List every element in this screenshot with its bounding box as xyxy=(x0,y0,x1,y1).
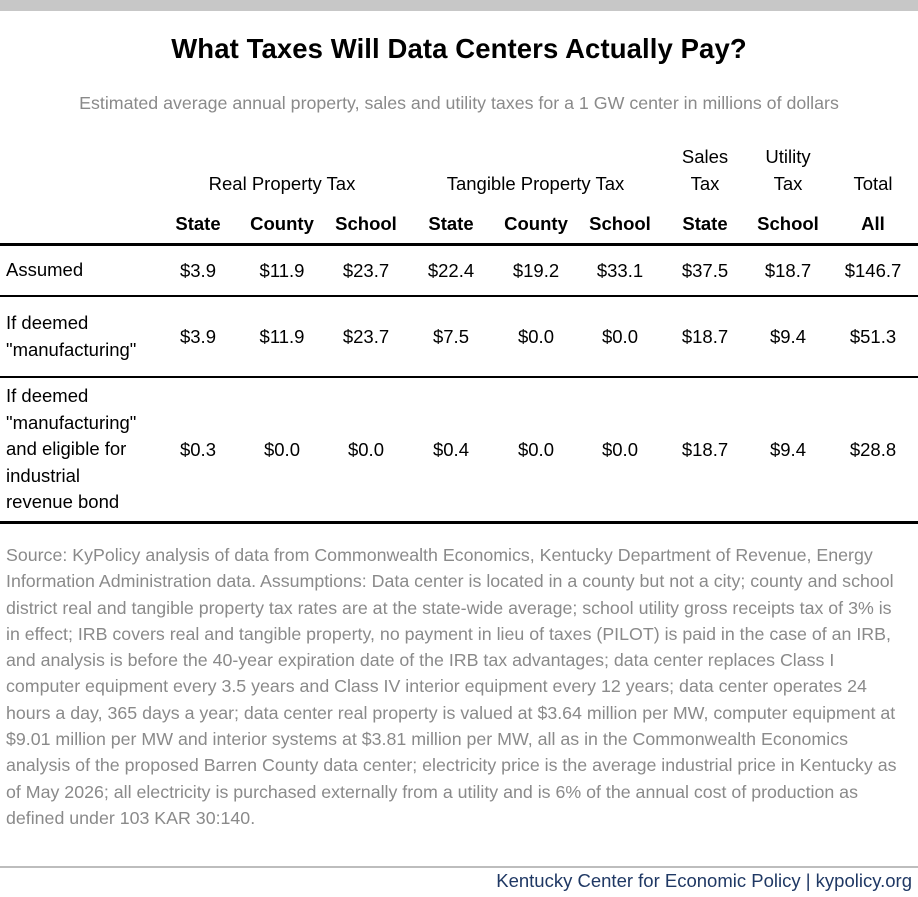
column-group-header-line: Tax xyxy=(690,173,720,194)
table-cell: $0.0 xyxy=(601,438,638,460)
column-header: School xyxy=(757,213,819,234)
column-group-header-line: Tangible Property Tax xyxy=(446,173,625,194)
row-label-line: and eligible for xyxy=(6,438,127,460)
column-group-header: Utility Tax xyxy=(736,143,840,197)
footer-rule xyxy=(0,866,918,868)
table-cell: $0.0 xyxy=(517,438,554,460)
row-label-line: If deemed xyxy=(6,312,89,333)
column-header: State xyxy=(175,213,221,234)
column-group-header: Total xyxy=(821,170,918,197)
column-group-header: Tangible Property Tax xyxy=(399,170,672,197)
table-cell: $3.9 xyxy=(179,325,216,347)
table-cell: $11.9 xyxy=(259,325,305,347)
top-bar xyxy=(0,0,918,11)
column-header: State xyxy=(682,213,728,234)
row-label-line: "manufacturing" xyxy=(6,411,137,433)
column-group-header: Sales Tax xyxy=(653,143,757,197)
table-cell: $18.7 xyxy=(681,325,729,347)
table-cell: $28.8 xyxy=(849,438,897,460)
column-header: School xyxy=(335,213,397,234)
chart-subtitle: Estimated average annual property, sales… xyxy=(79,93,839,113)
row-label-line: revenue bond xyxy=(6,491,120,513)
row-label: If deemed "manufacturing" and eligible for… xyxy=(6,383,136,516)
table-cell: $9.4 xyxy=(769,325,806,347)
table-rule xyxy=(0,521,918,524)
table-cell: $0.0 xyxy=(517,325,554,347)
row-label: Assumed xyxy=(6,257,83,284)
table-rule xyxy=(0,295,918,297)
table-cell: $3.9 xyxy=(179,259,216,281)
source-note: Source: KyPolicy analysis of data from C… xyxy=(6,545,897,828)
table-rule xyxy=(0,376,918,378)
table-cell: $23.7 xyxy=(342,325,390,347)
table-cell: $0.0 xyxy=(347,438,384,460)
table-cell: $0.0 xyxy=(263,438,300,460)
column-group-header-line: Real Property Tax xyxy=(208,173,356,194)
table-cell: $18.7 xyxy=(681,438,729,460)
table-cell: $33.1 xyxy=(596,259,644,281)
table-cell: $11.9 xyxy=(259,259,305,281)
column-header: County xyxy=(250,213,314,234)
column-group-header-line: Utility xyxy=(765,146,811,167)
table-cell: $18.7 xyxy=(764,259,812,281)
row-label-line: industrial xyxy=(6,464,81,486)
table-cell: $7.5 xyxy=(432,325,469,347)
table-cell: $0.4 xyxy=(432,438,469,460)
column-header: School xyxy=(589,213,651,234)
table-cell: $37.5 xyxy=(681,259,729,281)
table-cell: $9.4 xyxy=(769,438,806,460)
table-rule xyxy=(0,243,918,246)
column-group-header-line: Tax xyxy=(773,173,803,194)
column-group-header: Real Property Tax xyxy=(146,170,418,197)
column-group-header-line: Total xyxy=(853,173,893,194)
row-label: If deemed "manufacturing" xyxy=(6,310,136,363)
column-group-header-line: Sales xyxy=(681,146,729,167)
table-cell: $22.4 xyxy=(427,259,475,281)
row-label-line: "manufacturing" xyxy=(6,338,137,360)
table-cell: $0.0 xyxy=(601,325,638,347)
footer-credit: Kentucky Center for Economic Policy | ky… xyxy=(496,870,912,891)
table-cell: $23.7 xyxy=(342,259,390,281)
table-cell: $51.3 xyxy=(849,325,897,347)
column-header: State xyxy=(428,213,474,234)
chart-title: What Taxes Will Data Centers Actually Pa… xyxy=(171,33,747,64)
column-header: County xyxy=(504,213,568,234)
table-cell: $0.3 xyxy=(179,438,216,460)
table-cell: $19.2 xyxy=(512,259,560,281)
row-label-line: If deemed xyxy=(6,385,89,407)
row-label-line: Assumed xyxy=(6,259,84,281)
table-cell: $146.7 xyxy=(844,259,902,281)
column-header: All xyxy=(861,213,885,234)
